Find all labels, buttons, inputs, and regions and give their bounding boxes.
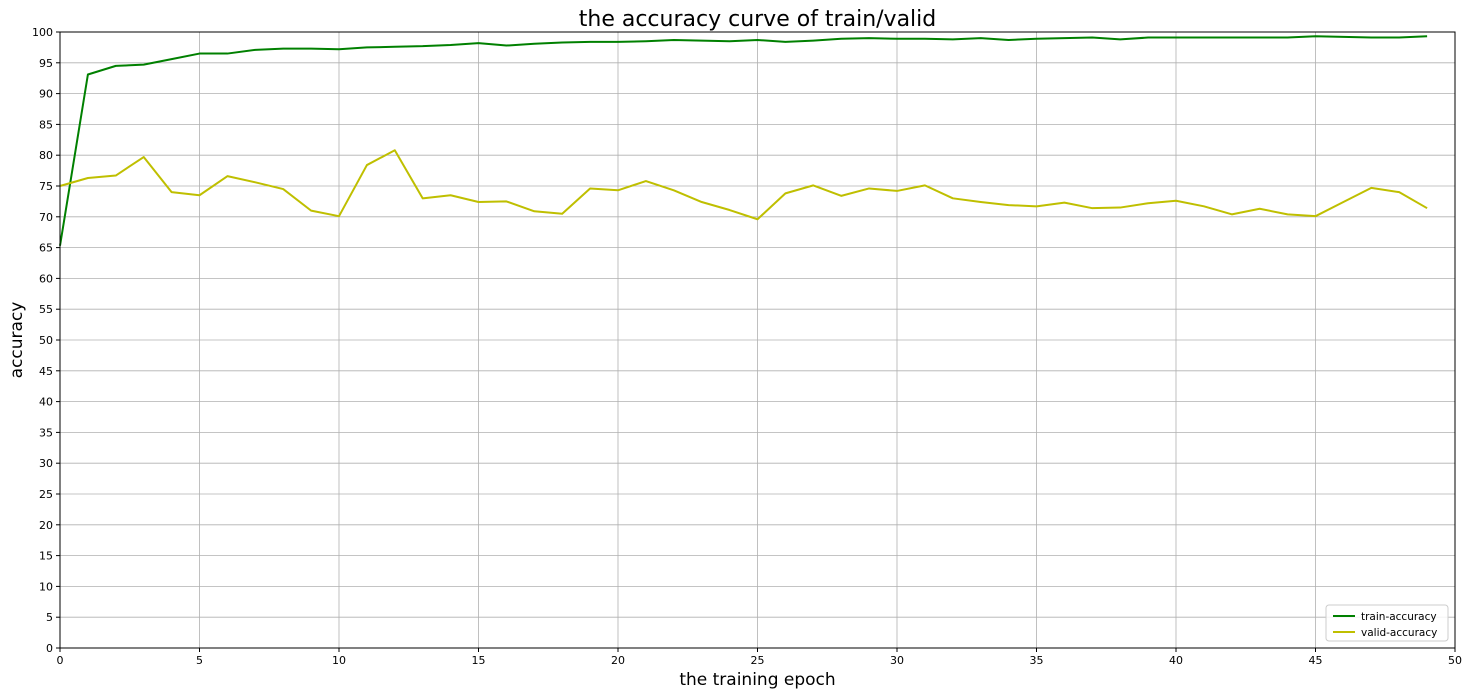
x-tick-label: 45 [1309,654,1323,667]
y-tick-label: 45 [39,365,53,378]
y-tick-label: 25 [39,488,53,501]
y-tick-label: 85 [39,118,53,131]
series-lines [59,35,1428,246]
y-tick-label: 90 [39,88,53,101]
x-tick-label: 15 [472,654,486,667]
axis-ticks: 0 5 10 15 20 25 30 35 40 45 50 0 5 10 15 20 25 30 35 40 45 50… [32,26,1462,667]
y-tick-label: 15 [39,550,53,563]
y-tick-label: 100 [32,26,53,39]
series-line-valid-accuracy [59,149,1428,221]
y-tick-label: 60 [39,272,53,285]
y-tick-label: 95 [39,57,53,70]
chart-title: the accuracy curve of train/valid [579,7,937,32]
x-tick-label: 10 [332,654,346,667]
legend-label-valid-accuracy: valid-accuracy [1361,627,1437,639]
x-tick-label: 30 [890,654,904,667]
y-tick-label: 70 [39,211,53,224]
y-tick-label: 65 [39,242,53,255]
y-tick-label: 80 [39,149,53,162]
y-tick-label: 50 [39,334,53,347]
x-axis-label: the training epoch [679,670,835,690]
legend: train-accuracy valid-accuracy [1325,604,1449,642]
y-tick-label: 10 [39,580,53,593]
x-tick-label: 25 [751,654,765,667]
x-tick-label: 20 [611,654,625,667]
grid [59,31,1456,649]
x-tick-label: 5 [196,654,203,667]
y-axis-label: accuracy [7,302,27,379]
y-tick-label: 40 [39,396,53,409]
legend-label-train-accuracy: train-accuracy [1361,611,1437,623]
y-tick-label: 75 [39,180,53,193]
y-tick-label: 20 [39,519,53,532]
series-line-train-accuracy [59,35,1428,246]
x-tick-label: 0 [57,654,64,667]
y-tick-label: 5 [46,611,53,624]
x-tick-label: 50 [1448,654,1462,667]
y-tick-label: 30 [39,457,53,470]
y-tick-label: 55 [39,303,53,316]
x-tick-label: 35 [1030,654,1044,667]
y-tick-label: 35 [39,426,53,439]
y-tick-label: 0 [46,642,53,655]
legend-box [1325,604,1449,642]
x-tick-label: 40 [1169,654,1183,667]
